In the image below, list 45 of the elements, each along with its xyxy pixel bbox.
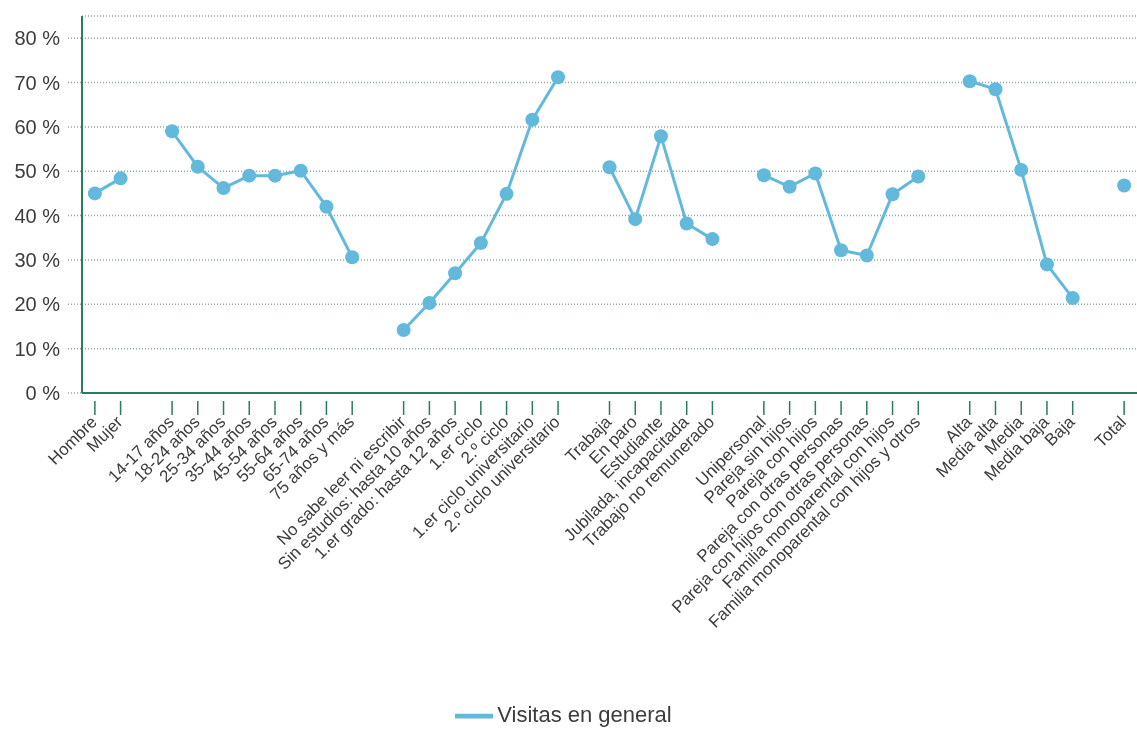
point xyxy=(525,112,540,127)
point xyxy=(87,186,102,201)
y-tick-label: 60 % xyxy=(14,115,61,138)
point xyxy=(756,168,771,183)
point xyxy=(628,212,643,227)
point xyxy=(602,160,617,175)
point xyxy=(782,179,797,194)
point xyxy=(165,124,180,139)
point xyxy=(113,171,128,186)
point xyxy=(422,295,437,310)
point xyxy=(885,187,900,202)
point xyxy=(473,236,488,251)
point xyxy=(190,159,205,174)
point xyxy=(962,74,977,89)
legend-label: Visitas en general xyxy=(497,701,672,727)
point xyxy=(1065,291,1080,306)
point xyxy=(293,163,308,178)
point xyxy=(267,168,282,183)
point xyxy=(319,199,334,214)
y-tick-label: 70 % xyxy=(14,71,61,94)
y-tick-label: 10 % xyxy=(14,337,61,360)
point xyxy=(242,168,257,183)
point xyxy=(345,250,360,265)
point xyxy=(988,82,1003,97)
point xyxy=(911,169,926,184)
point xyxy=(1014,162,1029,177)
point xyxy=(705,232,720,247)
y-tick-label: 50 % xyxy=(14,160,61,183)
y-tick-label: 80 % xyxy=(14,27,61,50)
y-tick-label: 30 % xyxy=(14,249,61,272)
y-tick-label: 20 % xyxy=(14,293,61,316)
point xyxy=(499,186,514,201)
point xyxy=(396,323,411,338)
point xyxy=(448,266,463,281)
point xyxy=(679,216,694,231)
point xyxy=(1039,257,1054,272)
point xyxy=(216,181,231,196)
y-tick-label: 40 % xyxy=(14,204,61,227)
y-tick-label: 0 % xyxy=(25,382,61,405)
point xyxy=(859,248,874,263)
point xyxy=(1117,178,1132,193)
point xyxy=(653,129,668,144)
point xyxy=(834,243,849,258)
point xyxy=(551,70,566,85)
point xyxy=(808,166,823,181)
